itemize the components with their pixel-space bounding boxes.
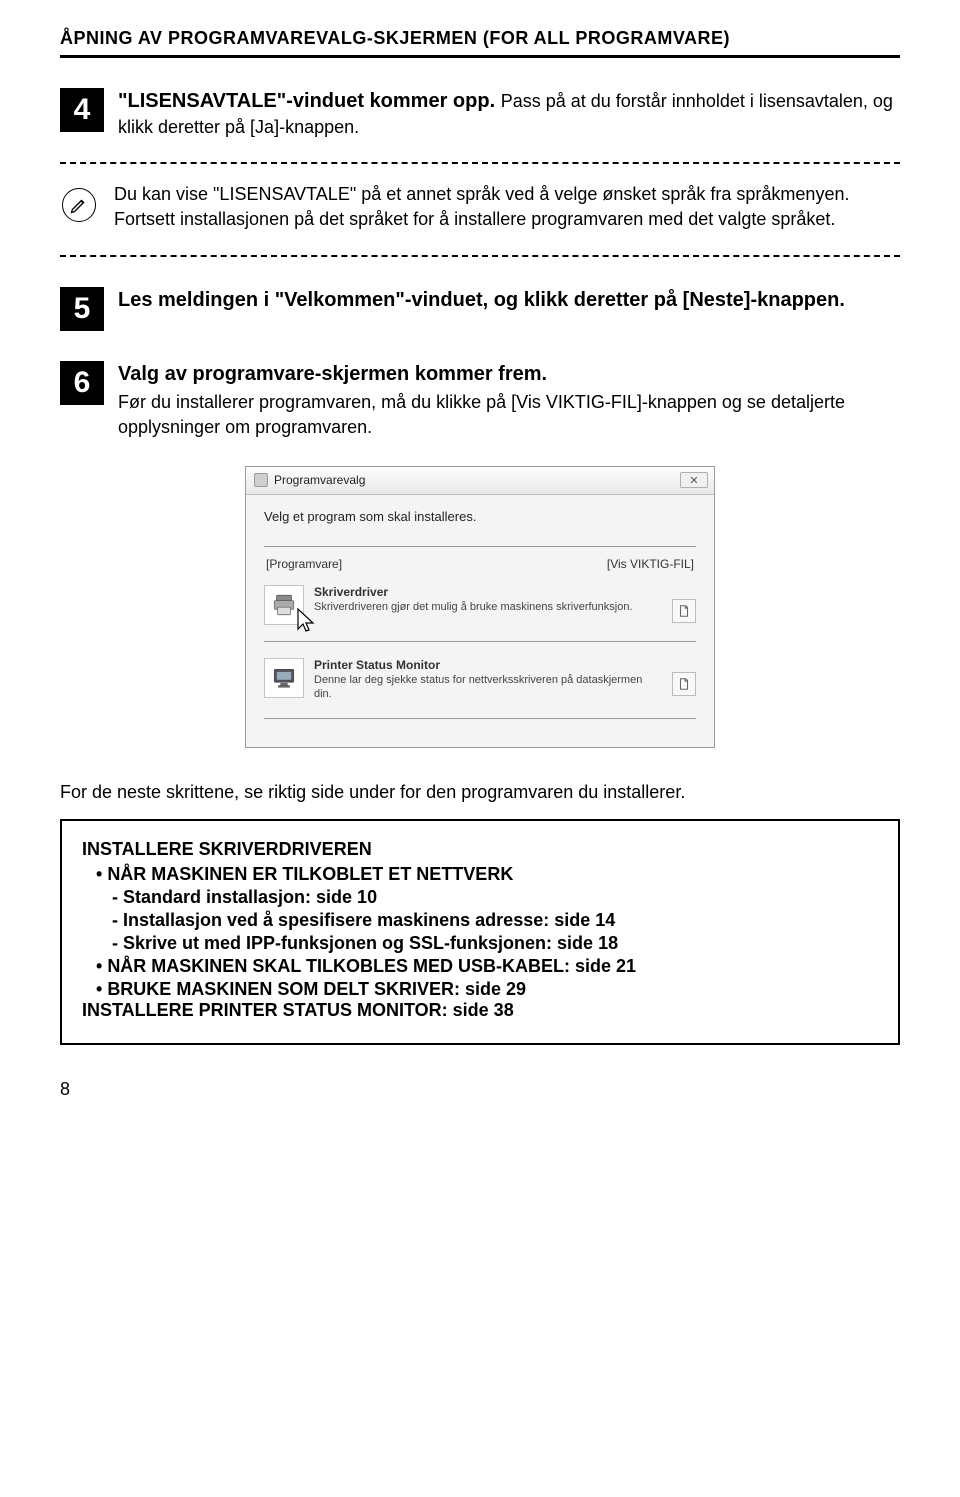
page-number: 8 [60,1079,900,1100]
divider-dashed [60,162,900,164]
install-l2-standard: Standard installasjon: side 10 [112,887,878,908]
close-button[interactable]: ✕ [680,472,708,488]
step-6-body: Før du installerer programvaren, må du k… [118,390,900,440]
step-6-title: Valg av programvare-skjermen kommer frem… [118,361,900,388]
dialog-divider [264,546,696,547]
dialog-title: Programvarevalg [274,473,365,487]
software-item-desc: Skriverdriveren gjør det mulig å bruke m… [314,600,662,614]
dialog-divider-3 [264,718,696,719]
cursor-icon [296,607,316,636]
step-number-badge: 4 [60,88,104,132]
page-header: ÅPNING AV PROGRAMVAREVALG-SKJERMEN (FOR … [60,28,900,58]
software-item-skriverdriver[interactable]: Skriverdriver Skriverdriveren gjør det m… [264,579,696,635]
note-block: Du kan vise "LISENSAVTALE" på et annet s… [62,182,900,232]
install-l1-usb: NÅR MASKINEN SKAL TILKOBLES MED USB-KABE… [96,956,878,977]
dialog-window: Programvarevalg ✕ Velg et program som sk… [245,466,715,748]
install-box: INSTALLERE SKRIVERDRIVEREN NÅR MASKINEN … [60,819,900,1045]
view-file-button[interactable] [672,672,696,696]
software-item-main: Printer Status Monitor Denne lar deg sje… [314,658,662,702]
step-number-badge: 6 [60,361,104,405]
install-l1-network: NÅR MASKINEN ER TILKOBLET ET NETTVERK [96,864,878,885]
dialog-column-labels: [Programvare] [Vis VIKTIG-FIL] [264,557,696,571]
footer-note: For de neste skrittene, se riktig side u… [60,782,900,803]
document-icon [677,604,691,618]
step-number-badge: 5 [60,287,104,331]
app-icon [254,473,268,487]
software-item-title: Printer Status Monitor [314,658,662,672]
software-item-main: Skriverdriver Skriverdriveren gjør det m… [314,585,662,614]
software-item-desc: Denne lar deg sjekke status for nettverk… [314,673,662,702]
document-icon [677,677,691,691]
dialog-title-left: Programvarevalg [254,473,365,487]
programvare-label: [Programvare] [266,557,342,571]
step-6: 6 Valg av programvare-skjermen kommer fr… [60,361,900,440]
note-text: Du kan vise "LISENSAVTALE" på et annet s… [114,182,900,232]
step-5-title: Les meldingen i "Velkommen"-vinduet, og … [118,287,900,314]
install-l2-ipp-ssl: Skrive ut med IPP-funksjonen og SSL-funk… [112,933,878,954]
dialog-prompt: Velg et program som skal installeres. [264,509,696,524]
pencil-icon [62,188,96,222]
divider-dashed-2 [60,255,900,257]
dialog-titlebar: Programvarevalg ✕ [246,467,714,495]
vis-viktig-fil-label: [Vis VIKTIG-FIL] [607,557,694,571]
install-heading-1: INSTALLERE SKRIVERDRIVEREN [82,839,878,860]
step-4-text: "LISENSAVTALE"-vinduet kommer opp. Pass … [118,88,900,140]
close-icon: ✕ [689,474,698,487]
install-l1-shared: BRUKE MASKINEN SOM DELT SKRIVER: side 29 [96,979,878,1000]
software-item-title: Skriverdriver [314,585,662,599]
install-l2-address: Installasjon ved å spesifisere maskinens… [112,910,878,931]
install-heading-2: INSTALLERE PRINTER STATUS MONITOR: side … [82,1000,878,1021]
dialog-divider-2 [264,641,696,642]
step-4-title-a: "LISENSAVTALE"-vinduet kommer opp. [118,90,501,112]
dialog-body: Velg et program som skal installeres. [P… [246,495,714,747]
step-6-text: Valg av programvare-skjermen kommer frem… [118,361,900,440]
screenshot: Programvarevalg ✕ Velg et program som sk… [60,466,900,748]
step-4: 4 "LISENSAVTALE"-vinduet kommer opp. Pas… [60,88,900,140]
step-5: 5 Les meldingen i "Velkommen"-vinduet, o… [60,287,900,331]
view-file-button[interactable] [672,599,696,623]
software-item-status-monitor[interactable]: Printer Status Monitor Denne lar deg sje… [264,652,696,712]
step-5-text: Les meldingen i "Velkommen"-vinduet, og … [118,287,900,314]
monitor-icon [264,658,304,698]
